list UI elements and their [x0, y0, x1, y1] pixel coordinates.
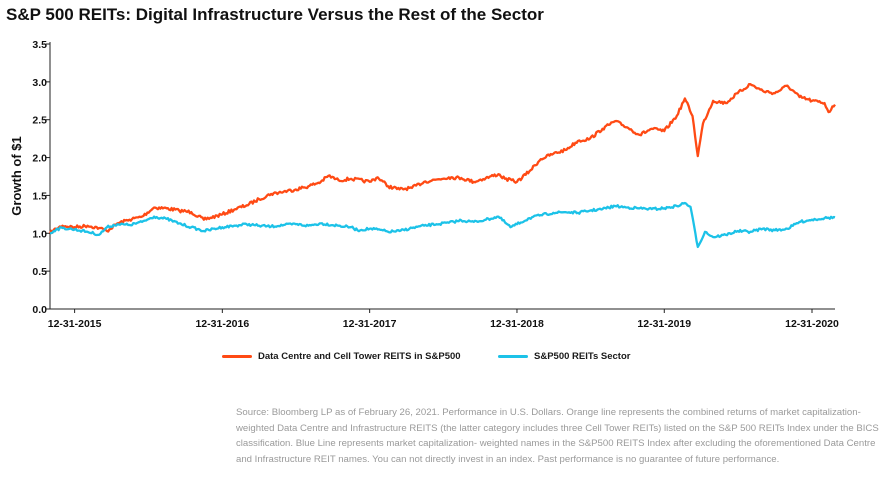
x-tick-label: 12-31-2015 — [48, 318, 102, 330]
series-lines — [48, 82, 836, 249]
x-tick-label: 12-31-2016 — [195, 318, 249, 330]
series-line-data-centre-cell-tower — [48, 82, 836, 234]
y-tick-label: 3.0 — [32, 77, 47, 89]
legend-label-orange: Data Centre and Cell Tower REITS in S&P5… — [258, 351, 461, 362]
x-tick-label: 12-31-2018 — [490, 318, 544, 330]
y-axis-label: Growth of $1 — [9, 136, 24, 215]
y-axis: 0.0 0.5 1.0 1.5 2.0 2.5 3.0 3.5 — [32, 39, 51, 316]
x-tick-label: 12-31-2017 — [343, 318, 397, 330]
y-tick-label: 2.0 — [32, 153, 47, 165]
chart-title: S&P 500 REITs: Digital Infrastructure Ve… — [6, 5, 544, 24]
y-tick-label: 2.5 — [32, 115, 47, 127]
x-axis: 12-31-2015 12-31-2016 12-31-2017 12-31-2018… — [48, 308, 839, 330]
x-tick-label: 12-31-2020 — [785, 318, 839, 330]
legend-item-blue: S&P500 REITs Sector — [498, 351, 630, 362]
y-tick-label: 1.0 — [32, 228, 47, 240]
series-line-reits-sector — [49, 201, 836, 249]
legend-label-blue: S&P500 REITs Sector — [534, 351, 631, 362]
y-tick-label: 0.0 — [32, 304, 47, 316]
y-tick-label: 3.5 — [32, 39, 47, 51]
y-tick-label: 1.5 — [32, 190, 47, 202]
y-tick-label: 0.5 — [32, 266, 47, 278]
source-note: Source: Bloomberg LP as of February 26, … — [236, 407, 879, 465]
chart-legend: Data Centre and Cell Tower REITS in S&P5… — [0, 351, 887, 371]
legend-swatch-orange — [222, 355, 252, 358]
legend-swatch-blue — [498, 355, 528, 358]
line-chart: 0.00.51.01.52.02.53.03.5 12-31-2015 12-31… — [9, 39, 839, 330]
legend-item-orange: Data Centre and Cell Tower REITS in S&P5… — [222, 351, 461, 362]
x-tick-label: 12-31-2019 — [637, 318, 691, 330]
